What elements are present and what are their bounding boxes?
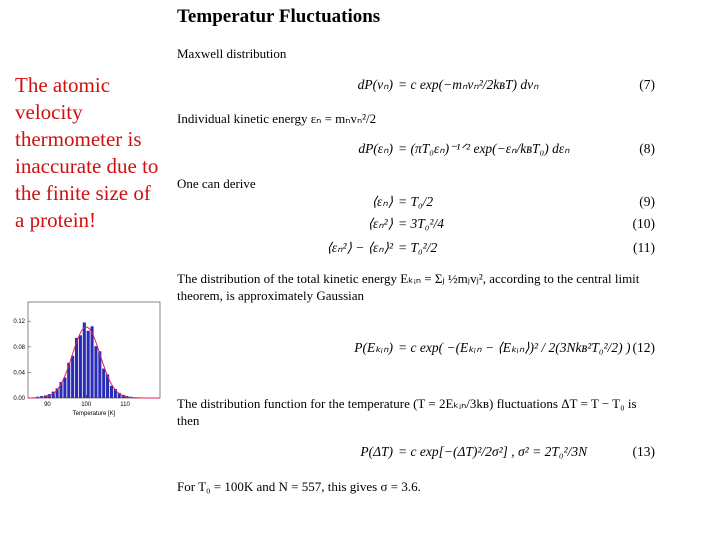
bar xyxy=(113,389,117,398)
plot-frame xyxy=(27,301,161,399)
text-line: The distribution function for the temper… xyxy=(177,396,637,428)
bar xyxy=(40,396,44,398)
bar xyxy=(63,377,67,398)
equation-lhs: P(ΔT) xyxy=(360,444,393,459)
y-tick-label: 0.12 xyxy=(13,319,25,325)
equation-lhs: ⟨εₙ²⟩ − ⟨εₙ⟩² xyxy=(326,240,393,255)
x-tick-label: 90 xyxy=(44,402,51,408)
text-line: The distribution of the total kinetic en… xyxy=(177,271,640,303)
histogram: 0.00 0.04 0.08 0.12 90 100 110 Temperature [K] xyxy=(13,301,161,417)
x-axis-label: Temperature [K] xyxy=(73,411,116,417)
equation-lhs: P(Eₖᵢₙ) xyxy=(354,340,393,355)
bar xyxy=(71,355,75,398)
bar xyxy=(121,394,125,398)
bar xyxy=(55,388,59,398)
x-tick-label: 110 xyxy=(120,402,130,408)
bar xyxy=(51,391,55,398)
bar xyxy=(106,374,110,398)
bar xyxy=(98,351,102,398)
y-tick-label: 0.08 xyxy=(13,345,25,351)
equation-rhs: = c exp(−mₙvₙ²/2kʙT) dvₙ xyxy=(398,77,539,92)
equation-rhs: = T₀/2 xyxy=(398,194,434,209)
bar xyxy=(74,337,79,398)
equation-rhs: = (πT₀εₙ)⁻¹ᐟ² exp(−εₙ/kʙT₀) dεₙ xyxy=(398,141,570,156)
bar xyxy=(78,335,82,398)
bar xyxy=(117,392,121,398)
equation-rhs: = c exp[−(ΔT)²/2σ²] , σ² = 2T₀²/3N xyxy=(398,444,588,459)
equation-number: (7) xyxy=(639,77,655,92)
bar xyxy=(94,346,98,398)
equation-rhs: = T₀²/2 xyxy=(398,240,438,255)
fit-curve xyxy=(27,326,160,399)
equation-lhs: ⟨εₙ²⟩ xyxy=(367,216,393,231)
y-tick-label: 0.04 xyxy=(13,370,25,376)
equation-lhs: ⟨εₙ⟩ xyxy=(371,194,393,209)
equation-lhs: dP(vₙ) xyxy=(357,77,393,92)
equation-number: (10) xyxy=(632,216,656,231)
text-line: For T₀ = 100K and N = 557, this gives σ … xyxy=(177,479,421,494)
x-tick-label: 100 xyxy=(81,402,92,408)
side-note: The atomic velocity thermometer is inacc… xyxy=(15,73,159,232)
text-line: Individual kinetic energy εₙ = mₙvₙ²/2 xyxy=(177,111,377,126)
equation-number: (13) xyxy=(632,444,656,459)
equation-number: (9) xyxy=(639,194,655,209)
bar xyxy=(59,382,63,398)
equation-number: (11) xyxy=(633,240,655,255)
equation-number: (8) xyxy=(639,141,655,156)
bar xyxy=(90,326,94,398)
equation-lhs: dP(εₙ) xyxy=(358,141,393,156)
bar xyxy=(82,322,86,398)
bar xyxy=(86,330,90,398)
bar xyxy=(102,368,106,398)
bar xyxy=(67,362,71,398)
equation-rhs: = c exp( −(Eₖᵢₙ − ⟨Eₖᵢₙ⟩)² / 2(3Nkʙ²T₀²/… xyxy=(398,340,631,355)
equation-number: (12) xyxy=(632,340,656,355)
equation-rhs: = 3T₀²/4 xyxy=(398,216,444,231)
slide-title: Temperatur Fluctuations xyxy=(177,6,381,27)
bar xyxy=(109,385,114,398)
text-line: Maxwell distribution xyxy=(177,46,287,61)
y-tick-label: 0.00 xyxy=(13,396,25,402)
text-line: One can derive xyxy=(177,176,256,191)
